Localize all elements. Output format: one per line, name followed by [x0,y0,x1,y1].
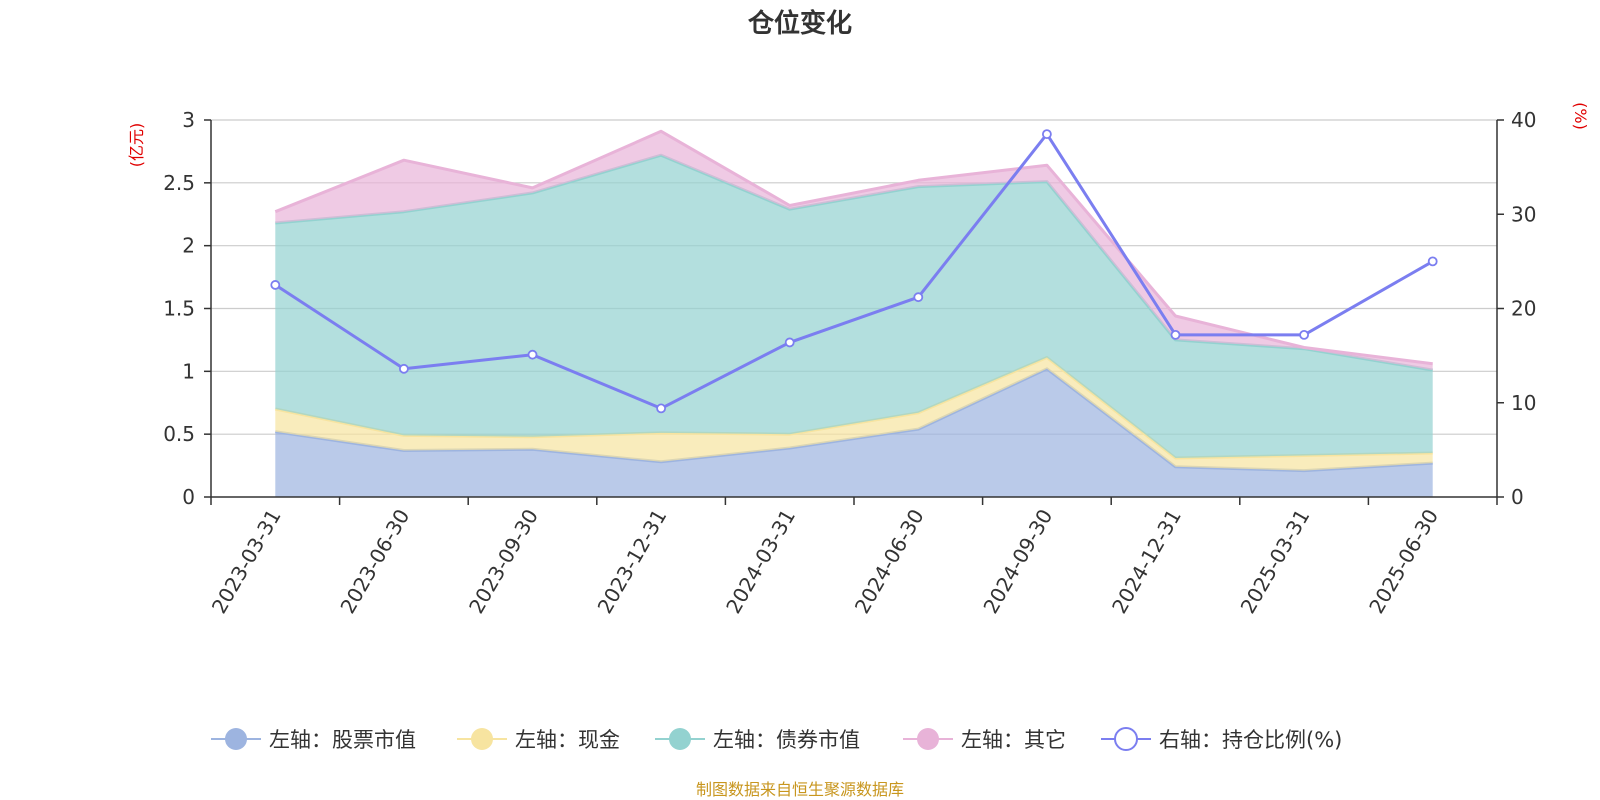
ratio-point [270,280,281,290]
ratio-point [1299,329,1309,340]
legend-label: 左轴：现金 [515,728,620,752]
legend-marker [1114,727,1138,751]
left-axis-tick-label: 1.5 [163,297,195,321]
legend-marker [917,728,939,750]
left-axis-tick-label: 2 [182,234,195,258]
area-左轴：现金 [275,357,1433,471]
left-axis-tick-label: 2.5 [163,171,195,195]
chart-title: 仓位变化 [747,8,852,39]
ratio-point [1427,256,1438,267]
x-axis-tick-label: 2024-12-31 [1107,505,1186,618]
x-axis-tick-label: 2023-06-30 [335,505,414,618]
legend-marker [225,728,247,750]
right-axis-tick-label: 0 [1511,485,1524,509]
x-axis-tick-label: 2024-09-30 [978,505,1057,618]
legend-marker [669,728,691,750]
ratio-point [527,349,538,360]
legend-marker [471,728,493,750]
left-axis-tick-label: 1 [182,359,195,383]
area-左轴：股票市值 [275,368,1433,497]
right-axis-tick-label: 20 [1511,297,1536,321]
data-source-note: 制图数据来自恒生聚源数据库 [696,780,904,799]
x-axis-tick-label: 2024-03-31 [721,505,800,618]
area-edge-左轴：其它 [274,129,1433,366]
right-axis-unit-label: (%) [1571,102,1590,130]
legend-label: 左轴：债券市值 [713,728,860,752]
left-axis-tick-label: 0.5 [163,422,195,446]
area-左轴：债券市值 [275,155,1433,458]
stacked-areas [274,129,1433,497]
ratio-point [398,363,409,374]
ratio-point [1170,329,1181,340]
right-axis-tick-label: 30 [1511,202,1536,226]
x-axis-tick-label: 2023-09-30 [464,505,543,618]
x-axis-tick-label: 2025-06-30 [1364,505,1443,618]
legend: 左轴：股票市值 左轴：现金 左轴：债券市值 左轴：其它 右轴：持仓比例(%) [211,727,1342,752]
x-axis-tick-label: 2023-03-31 [207,505,286,618]
x-axis-tick-label: 2023-12-31 [593,505,672,618]
left-axis-unit-label: (亿元) [127,123,146,168]
right-axis-tick-label: 40 [1511,108,1536,132]
x-axis-tick-label: 2024-06-30 [850,505,929,618]
legend-label: 左轴：股票市值 [269,728,416,752]
x-axis-tick-label: 2025-03-31 [1236,505,1315,618]
ratio-point [1042,129,1052,140]
legend-label: 右轴：持仓比例(%) [1159,728,1342,752]
position-ratio-line [270,129,1438,414]
ratio-line-path [274,132,1434,410]
ratio-point [784,337,795,348]
left-axis-tick-label: 3 [182,108,195,132]
legend-label: 左轴：其它 [961,728,1066,752]
ratio-point [656,403,666,414]
ratio-point [913,292,924,303]
left-axis-tick-label: 0 [182,485,195,509]
right-axis-tick-label: 10 [1511,391,1536,415]
